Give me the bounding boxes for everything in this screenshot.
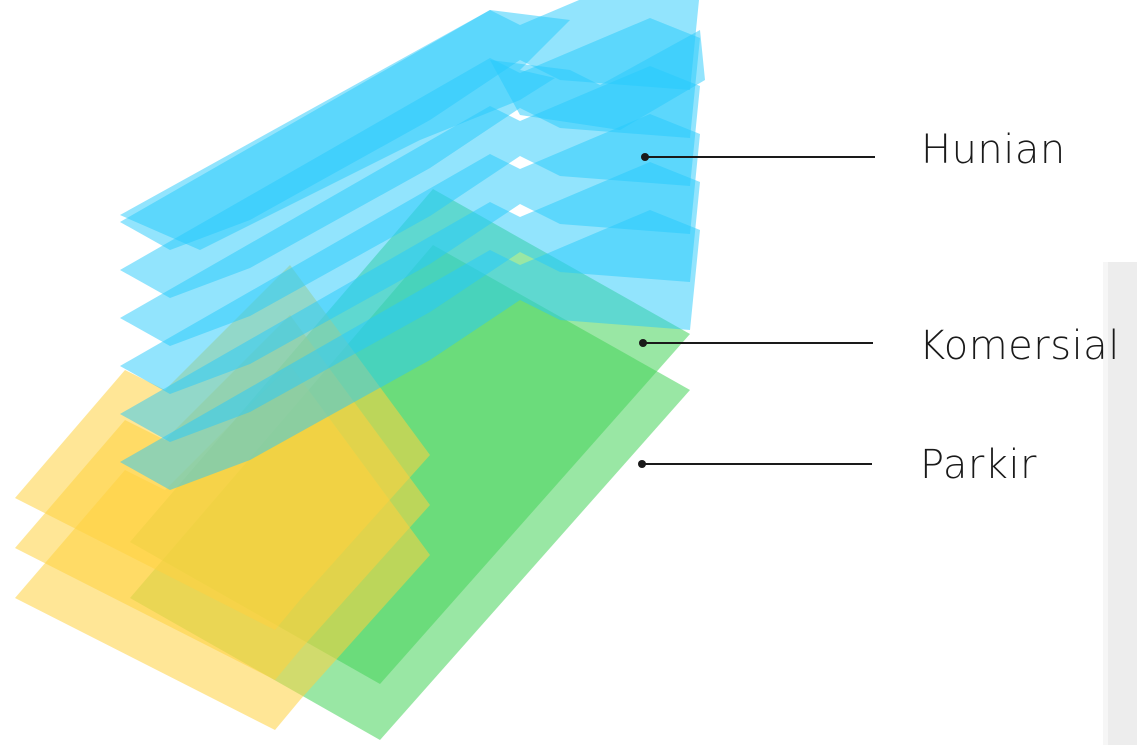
hunian-plate bbox=[120, 210, 700, 490]
hunian-plate bbox=[490, 30, 705, 130]
label-komersial: Komersial bbox=[919, 323, 1120, 369]
label-parkir: Parkir bbox=[920, 442, 1038, 488]
hunian-plate bbox=[120, 10, 570, 250]
hunian-layer-group bbox=[120, 0, 705, 490]
hunian-plate bbox=[120, 162, 700, 442]
hunian-plate bbox=[120, 66, 700, 346]
leader-line-parkir bbox=[638, 460, 872, 468]
side-panel-edge bbox=[1103, 262, 1109, 745]
leader-line-hunian bbox=[641, 153, 875, 161]
label-hunian: Hunian bbox=[921, 127, 1066, 173]
leader-line-komersial bbox=[639, 339, 873, 347]
hunian-plate bbox=[120, 114, 700, 394]
side-panel bbox=[1108, 262, 1137, 745]
